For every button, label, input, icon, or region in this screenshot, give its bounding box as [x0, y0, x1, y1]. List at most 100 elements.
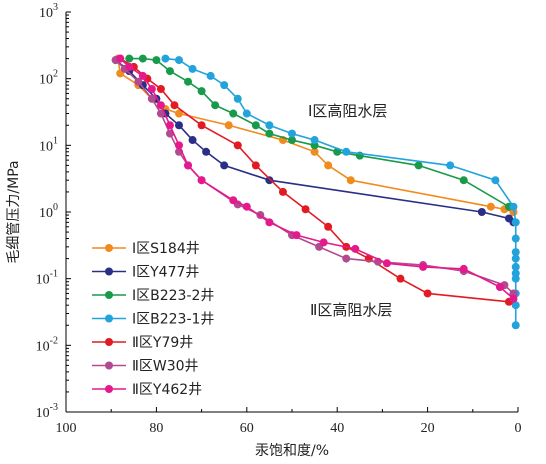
- data-point: [265, 129, 274, 138]
- data-point: [292, 231, 301, 240]
- data-point: [211, 101, 220, 110]
- data-point: [242, 202, 251, 211]
- data-point: [202, 147, 211, 156]
- x-tick-label: 80: [149, 421, 163, 436]
- legend-swatch-marker: [105, 361, 113, 370]
- data-point: [511, 274, 520, 283]
- data-point: [446, 161, 455, 170]
- data-point: [116, 54, 125, 63]
- data-point: [511, 301, 520, 310]
- data-point: [342, 147, 351, 156]
- data-point: [511, 262, 520, 271]
- chart-legend: Ⅰ区S184井 Ⅰ区Y477井 Ⅰ区B223-2井 Ⅰ区B223-1井 Ⅱ区Y79井 Ⅱ区…: [92, 241, 214, 398]
- legend-label: Ⅰ区B223-2井: [132, 288, 214, 304]
- legend-swatch-marker: [105, 338, 113, 346]
- y-tick-label: 10-3: [36, 402, 58, 421]
- data-point: [324, 161, 333, 170]
- legend-label: Ⅰ区B223-1井: [132, 312, 214, 328]
- data-point: [419, 262, 428, 271]
- data-point: [147, 94, 156, 103]
- data-point: [288, 136, 296, 145]
- data-point: [511, 234, 520, 243]
- data-point: [220, 81, 229, 90]
- y-tick-label: 102: [39, 69, 58, 88]
- data-point: [459, 264, 468, 273]
- legend-label: Ⅱ区Y79井: [132, 335, 193, 351]
- data-point: [511, 321, 520, 330]
- y-tick-label: 100: [39, 202, 58, 221]
- data-point: [242, 109, 251, 118]
- data-point: [229, 109, 238, 118]
- data-point: [206, 71, 215, 80]
- data-point: [229, 196, 238, 205]
- data-point: [382, 259, 391, 268]
- annotation-zone-2: Ⅱ区高阻水层: [310, 301, 392, 319]
- data-point: [251, 121, 260, 130]
- legend-item: Ⅰ区Y477井: [92, 265, 199, 281]
- data-point: [175, 109, 183, 118]
- data-point: [509, 202, 518, 211]
- x-tick-label: 40: [330, 421, 344, 436]
- data-point: [175, 56, 183, 65]
- data-point: [396, 274, 405, 283]
- legend-item: Ⅰ区B223-1井: [92, 312, 214, 328]
- x-tick-label: 60: [240, 421, 254, 436]
- data-point: [511, 218, 520, 227]
- legend-item: Ⅱ区W30井: [92, 359, 199, 375]
- chart-axes: 10-3 10-2 10-1 100 101 102 103 100 80 60 40 20 0 汞饱和度…: [6, 2, 522, 459]
- legend-item: Ⅱ区Y79井: [92, 335, 193, 351]
- series-line: [119, 57, 510, 303]
- data-point: [509, 294, 518, 303]
- data-point: [288, 129, 296, 138]
- legend-swatch-marker: [105, 244, 113, 252]
- chart-annotations: Ⅰ区高阻水层 Ⅱ区高阻水层: [308, 102, 392, 319]
- data-point: [224, 121, 233, 130]
- y-tick-label: 101: [39, 135, 58, 154]
- data-point: [175, 141, 183, 150]
- legend-item: Ⅰ区S184井: [92, 241, 200, 257]
- data-point: [138, 54, 147, 63]
- data-point: [233, 141, 242, 150]
- data-point: [125, 62, 134, 71]
- data-point: [414, 161, 423, 170]
- legend-label: Ⅰ区Y477井: [132, 265, 199, 281]
- data-point: [233, 94, 242, 103]
- data-point: [423, 289, 432, 298]
- data-point: [165, 121, 174, 130]
- x-axis-title: 汞饱和度/%: [255, 443, 329, 459]
- data-point: [125, 54, 134, 63]
- data-point: [310, 136, 319, 145]
- data-point: [134, 77, 143, 86]
- data-point: [491, 176, 500, 185]
- series-6: [111, 56, 518, 298]
- legend-swatch-marker: [105, 314, 113, 323]
- data-point: [170, 101, 179, 110]
- data-point: [197, 121, 206, 130]
- data-point: [301, 205, 310, 214]
- legend-label: Ⅰ区S184井: [132, 241, 200, 257]
- data-point: [351, 244, 360, 253]
- legend-item: Ⅰ区B223-2井: [92, 288, 214, 304]
- y-tick-label: 10-2: [36, 335, 58, 354]
- data-point: [459, 176, 468, 185]
- data-point: [197, 176, 206, 185]
- data-point: [147, 84, 156, 93]
- data-point: [486, 202, 495, 211]
- data-point: [324, 222, 333, 231]
- data-point: [184, 77, 193, 86]
- data-point: [175, 121, 183, 130]
- data-point: [477, 208, 486, 216]
- series-line: [117, 58, 514, 213]
- data-point: [265, 218, 274, 227]
- data-point: [165, 67, 174, 76]
- data-point: [161, 54, 170, 63]
- chart-plot-area: [111, 54, 520, 330]
- legend-swatch-marker: [105, 385, 113, 393]
- data-point: [138, 71, 147, 80]
- series-4: [161, 54, 520, 330]
- data-point: [188, 136, 197, 145]
- data-point: [278, 187, 287, 196]
- data-point: [511, 248, 520, 257]
- legend-swatch-marker: [105, 291, 113, 299]
- data-point: [156, 101, 165, 110]
